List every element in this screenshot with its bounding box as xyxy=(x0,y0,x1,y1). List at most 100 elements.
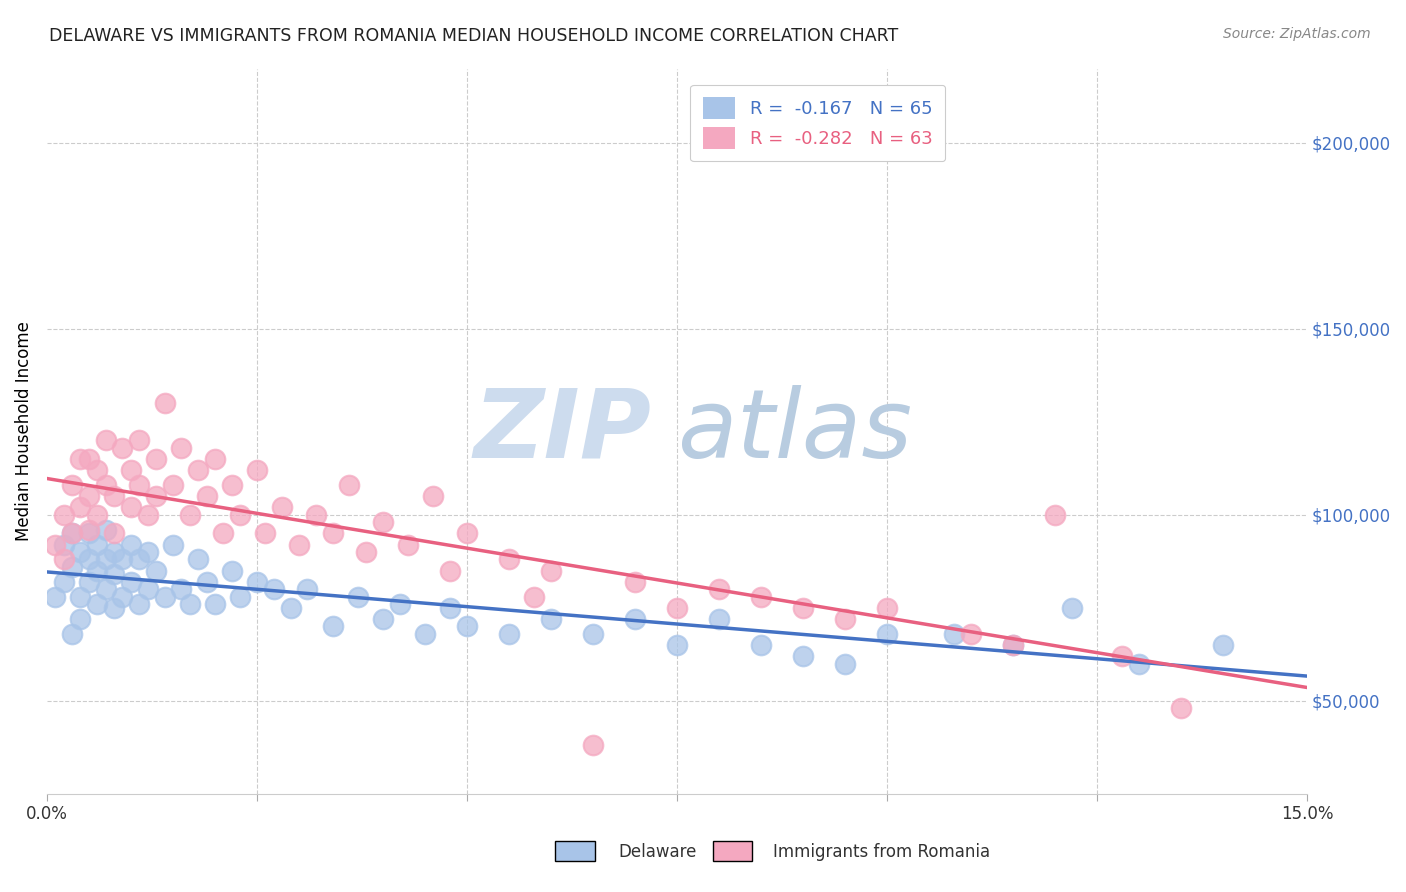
Point xyxy=(346,590,368,604)
Point xyxy=(94,582,117,596)
Point xyxy=(246,574,269,589)
Point xyxy=(103,600,125,615)
Point xyxy=(187,463,209,477)
Point xyxy=(44,590,66,604)
Point xyxy=(204,452,226,467)
Point xyxy=(422,489,444,503)
Point xyxy=(254,526,277,541)
Point xyxy=(52,552,75,566)
Point xyxy=(94,552,117,566)
Point xyxy=(179,508,201,522)
Point xyxy=(120,574,142,589)
Point xyxy=(111,441,134,455)
Point xyxy=(305,508,328,522)
Point xyxy=(371,515,394,529)
Point xyxy=(69,612,91,626)
Point xyxy=(94,523,117,537)
Point xyxy=(212,526,235,541)
Text: ZIP: ZIP xyxy=(474,384,652,477)
Point xyxy=(321,619,343,633)
Point xyxy=(1043,508,1066,522)
Point xyxy=(388,597,411,611)
Point xyxy=(707,612,730,626)
Point xyxy=(111,590,134,604)
Point xyxy=(103,567,125,582)
Point xyxy=(960,627,983,641)
Point xyxy=(195,574,218,589)
Point xyxy=(540,564,562,578)
Point xyxy=(498,627,520,641)
Point xyxy=(195,489,218,503)
Point xyxy=(69,545,91,559)
Point xyxy=(1212,638,1234,652)
Y-axis label: Median Household Income: Median Household Income xyxy=(15,321,32,541)
Point xyxy=(439,600,461,615)
Point xyxy=(103,545,125,559)
Point xyxy=(120,500,142,515)
Point xyxy=(540,612,562,626)
Point xyxy=(582,739,605,753)
Point xyxy=(876,600,898,615)
Text: atlas: atlas xyxy=(676,384,912,477)
Point xyxy=(103,526,125,541)
Point xyxy=(52,537,75,551)
Point xyxy=(69,590,91,604)
Point xyxy=(60,627,83,641)
Point xyxy=(371,612,394,626)
Point xyxy=(128,552,150,566)
Point xyxy=(321,526,343,541)
Point xyxy=(396,537,419,551)
Point xyxy=(288,537,311,551)
Point xyxy=(145,452,167,467)
Point xyxy=(77,452,100,467)
Point xyxy=(162,537,184,551)
Point xyxy=(145,489,167,503)
Point xyxy=(943,627,966,641)
Point xyxy=(86,564,108,578)
Point xyxy=(246,463,269,477)
Point xyxy=(707,582,730,596)
Point xyxy=(413,627,436,641)
Point xyxy=(128,478,150,492)
Point xyxy=(749,590,772,604)
Point xyxy=(120,537,142,551)
Legend: R =  -0.167   N = 65, R =  -0.282   N = 63: R = -0.167 N = 65, R = -0.282 N = 63 xyxy=(690,85,945,161)
Point xyxy=(44,537,66,551)
Point xyxy=(77,552,100,566)
Point xyxy=(297,582,319,596)
Point xyxy=(1170,701,1192,715)
Text: Delaware: Delaware xyxy=(619,843,697,861)
Point xyxy=(77,489,100,503)
Text: Immigrants from Romania: Immigrants from Romania xyxy=(773,843,990,861)
Point xyxy=(229,508,252,522)
Point xyxy=(60,526,83,541)
Point xyxy=(354,545,377,559)
Point xyxy=(280,600,302,615)
Point xyxy=(271,500,294,515)
Point xyxy=(136,508,159,522)
Point xyxy=(86,597,108,611)
Point xyxy=(749,638,772,652)
Point xyxy=(60,559,83,574)
Point xyxy=(69,452,91,467)
Point xyxy=(792,600,814,615)
Point xyxy=(128,597,150,611)
Point xyxy=(69,500,91,515)
Point xyxy=(263,582,285,596)
Point xyxy=(624,612,647,626)
Point xyxy=(187,552,209,566)
Point xyxy=(665,600,688,615)
Text: Source: ZipAtlas.com: Source: ZipAtlas.com xyxy=(1223,27,1371,41)
Point xyxy=(86,508,108,522)
Point xyxy=(456,526,478,541)
Point xyxy=(86,537,108,551)
Point xyxy=(1060,600,1083,615)
Point xyxy=(665,638,688,652)
Point xyxy=(153,590,176,604)
Point xyxy=(1128,657,1150,671)
Point xyxy=(60,526,83,541)
Point xyxy=(624,574,647,589)
Point xyxy=(128,434,150,448)
Point xyxy=(876,627,898,641)
Point xyxy=(229,590,252,604)
